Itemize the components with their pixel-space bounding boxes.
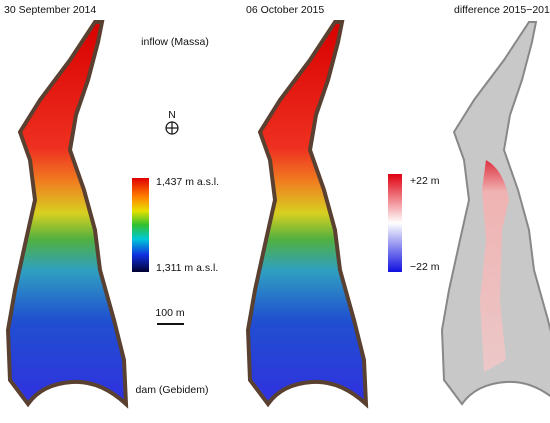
elevation-colorbar [132, 178, 149, 272]
north-label: N [168, 109, 176, 121]
difference-min: −22 m [410, 261, 440, 273]
elevation-max: 1,437 m a.s.l. [156, 176, 219, 188]
map-2014 [6, 20, 128, 406]
map-2015 [246, 20, 368, 406]
difference-max: +22 m [410, 175, 440, 187]
panel-title: 30 September 2014 [4, 4, 96, 16]
panel-title: difference 2015−2014 [454, 4, 550, 16]
scale-label: 100 m [155, 307, 184, 319]
map-difference [441, 21, 550, 405]
dam-label: dam (Gebidem) [136, 384, 209, 396]
difference-colorbar [388, 174, 402, 272]
north-symbol [165, 121, 179, 135]
inflow-label: inflow (Massa) [141, 36, 209, 48]
panel-title: 06 October 2015 [246, 4, 324, 16]
elevation-min: 1,311 m a.s.l. [156, 262, 218, 274]
